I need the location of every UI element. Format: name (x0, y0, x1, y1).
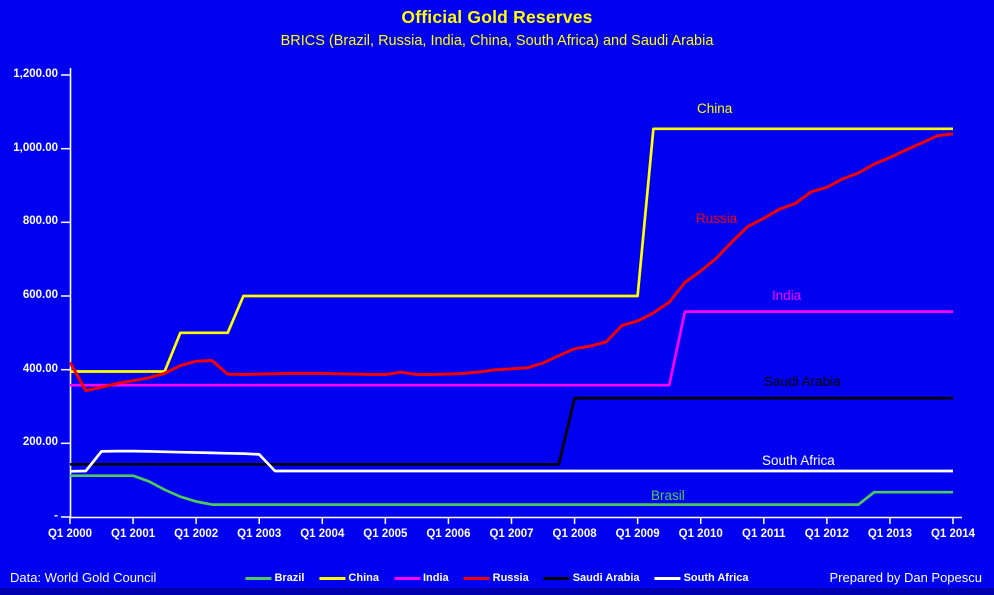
y-tick-label: 800.00 (22, 215, 58, 228)
series-label-india: India (772, 288, 802, 303)
series-label-brasil: Brasil (651, 488, 685, 503)
series-line-brazil (70, 474, 953, 506)
series-label-south-africa: South Africa (762, 453, 835, 468)
legend-item-brazil: Brazil (245, 572, 304, 584)
chart-legend: Brazil China India Russia Saudi Arabia South … (245, 572, 749, 584)
legend-swatch (393, 576, 420, 580)
y-tick-label: 1,000.00 (13, 141, 58, 154)
x-tick-label: Q1 2014 (930, 528, 976, 540)
legend-item-india: India (393, 572, 449, 584)
legend-item-china: China (319, 572, 379, 584)
legend-label: Brazil (274, 572, 305, 584)
legend-swatch (463, 576, 490, 580)
legend-label: India (422, 572, 449, 584)
plot-area (61, 68, 962, 524)
legend-label: China (348, 572, 379, 584)
x-tick-label: Q1 2000 (47, 528, 93, 540)
x-tick-label: Q1 2005 (363, 528, 408, 540)
x-tick-label: Q1 2006 (426, 528, 471, 540)
y-tick-label: 1,200.00 (13, 68, 58, 80)
legend-item-saudi-arabia: Saudi Arabia (543, 572, 640, 584)
series-label-china: China (697, 101, 733, 116)
y-tick-label: - (54, 510, 58, 522)
x-tick-label: Q1 2012 (804, 528, 849, 540)
legend-label: South Africa (683, 572, 749, 584)
x-tick-label: Q1 2009 (615, 528, 660, 540)
x-tick-label: Q1 2002 (174, 528, 219, 540)
prepared-by-text: Prepared by Dan Popescu (829, 570, 982, 585)
chart-subtitle: BRICS (Brazil, Russia, India, China, Sou… (280, 33, 714, 49)
data-source-text: Data: World Gold Council (10, 570, 157, 585)
series-label-saudi-arabia: Saudi Arabia (764, 374, 841, 389)
y-tick-label: 600.00 (22, 289, 58, 301)
x-tick-label: Q1 2003 (237, 528, 282, 540)
x-tick-label: Q1 2008 (552, 528, 597, 540)
series-label-russia: Russia (696, 211, 738, 226)
x-tick-label: Q1 2004 (300, 528, 345, 540)
y-tick-label: 400.00 (22, 362, 58, 375)
x-tick-label: Q1 2011 (742, 528, 786, 540)
x-tick-label: Q1 2013 (867, 528, 912, 540)
series-line-india (70, 310, 953, 387)
series-line-russia (68, 132, 954, 393)
legend-item-south-africa: South Africa (654, 572, 749, 584)
x-tick-label: Q1 2010 (678, 528, 723, 540)
series-line-china (70, 127, 953, 373)
legend-swatch (543, 576, 570, 580)
legend-swatch (654, 576, 681, 580)
legend-item-russia: Russia (463, 572, 529, 584)
legend-swatch (319, 576, 346, 580)
x-tick-label: Q1 2007 (489, 528, 534, 540)
bottom-strip (0, 588, 994, 595)
y-tick-label: 200.00 (22, 436, 58, 449)
legend-swatch (245, 576, 272, 580)
series-line-south-africa (69, 449, 953, 473)
legend-label: Russia (492, 572, 529, 584)
chart-title: Official Gold Reserves (401, 7, 593, 27)
series-line-saudi-arabia (70, 396, 953, 466)
x-tick-label: Q1 2001 (111, 528, 156, 540)
legend-label: Saudi Arabia (572, 572, 640, 584)
